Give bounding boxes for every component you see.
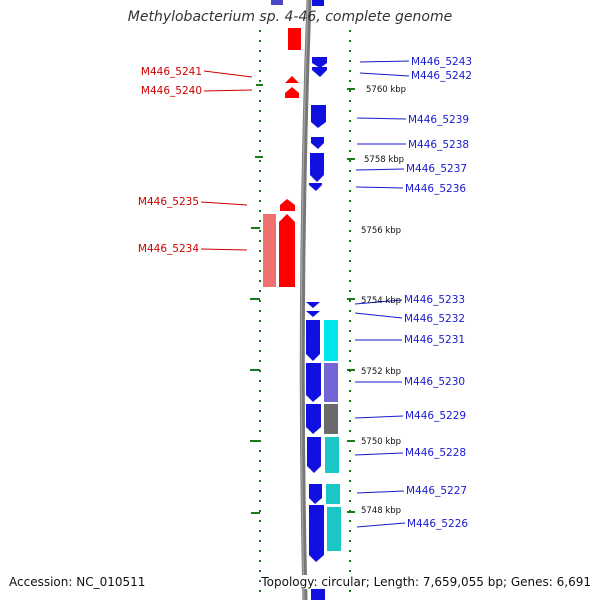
gene-labels-right: M446_5243 M446_5242 M446_5239 M446_5238 … — [404, 56, 472, 530]
cog-m446-5226 — [327, 507, 341, 551]
gene-label: M446_5236 — [405, 183, 466, 195]
scale-label: 5754 kbp — [361, 296, 401, 306]
gene-label: M446_5228 — [405, 447, 466, 459]
genes-count-label: Genes: 6,691 — [510, 575, 591, 589]
gene-label: M446_5227 — [406, 485, 467, 497]
cog-m446-5230 — [324, 363, 338, 402]
gene-labels-left: M446_5241 M446_5240 M446_5235 M446_5234 — [138, 66, 202, 255]
forward-genes — [263, 28, 301, 287]
gene-m446-5239 — [311, 105, 326, 128]
reverse-genes — [306, 57, 327, 600]
gene-m446-5226 — [309, 505, 324, 562]
gene-label: M446_5226 — [407, 518, 468, 530]
scale-labels: 5760 kbp 5758 kbp 5756 kbp 5754 kbp 5752… — [361, 85, 406, 516]
gene-partial-bottom — [311, 586, 325, 600]
topology-label: Topology: circular — [261, 575, 366, 589]
gene-label: M446_5238 — [408, 139, 469, 151]
gene-partial-top-right — [312, 0, 324, 6]
gene-label: M446_5231 — [404, 334, 465, 346]
gene-label: M446_5241 — [141, 66, 202, 78]
gene-m446-5242 — [312, 67, 327, 77]
gene-m446-5234 — [279, 214, 295, 287]
gene-label: M446_5243 — [411, 56, 472, 68]
gene-m446-5229 — [306, 404, 321, 434]
gene-red-top — [288, 28, 301, 50]
genome-backbone — [299, 0, 312, 600]
gene-m446-5241 — [285, 76, 299, 83]
gene-m446-5237 — [310, 153, 324, 182]
gene-m446-5232 — [306, 311, 320, 317]
gene-m446-5233 — [306, 302, 320, 308]
gene-m446-5230 — [306, 363, 321, 402]
tick-marks — [250, 84, 355, 514]
gene-label: M446_5232 — [404, 313, 465, 325]
gene-m446-5227 — [309, 484, 322, 504]
scale-label: 5760 kbp — [366, 85, 406, 95]
cog-m446-5231 — [324, 320, 338, 361]
gene-m446-5231 — [306, 320, 320, 361]
gene-label: M446_5237 — [406, 163, 467, 175]
cog-boxes — [324, 320, 341, 551]
cog-m446-5228 — [325, 437, 339, 473]
leader-lines-right — [354, 60, 410, 528]
gene-label: M446_5240 — [141, 85, 202, 97]
gene-m446-5228 — [307, 437, 321, 473]
length-label: Length: 7,659,055 bp — [373, 575, 503, 589]
scale-label: 5758 kbp — [364, 155, 404, 165]
gene-m446-5236 — [309, 183, 322, 191]
scale-label: 5750 kbp — [361, 437, 401, 447]
cog-m446-5227 — [326, 484, 340, 504]
scale-label: 5752 kbp — [361, 367, 401, 377]
gene-m446-5243 — [312, 57, 327, 68]
genome-stats: Topology: circular; Length: 7,659,055 bp… — [261, 575, 591, 589]
gene-m446-5240 — [285, 87, 299, 98]
gene-label: M446_5242 — [411, 70, 472, 82]
gene-label: M446_5239 — [408, 114, 469, 126]
gene-m446-5235 — [280, 199, 295, 211]
gene-label: M446_5234 — [138, 243, 199, 255]
page-title: Methylobacterium sp. 4-46, complete geno… — [127, 9, 453, 25]
cog-m446-5229 — [324, 404, 338, 434]
leader-lines-left — [200, 70, 253, 251]
gene-label: M446_5233 — [404, 294, 465, 306]
gene-m446-5238 — [311, 137, 324, 149]
gene-partial-top — [271, 0, 283, 5]
accession-label: Accession: NC_010511 — [9, 575, 146, 589]
gene-label: M446_5230 — [404, 376, 465, 388]
scale-label: 5748 kbp — [361, 506, 401, 516]
gene-label: M446_5229 — [405, 410, 466, 422]
gene-label: M446_5235 — [138, 196, 199, 208]
scale-label: 5756 kbp — [361, 226, 401, 236]
cog-m446-5234 — [263, 214, 276, 287]
